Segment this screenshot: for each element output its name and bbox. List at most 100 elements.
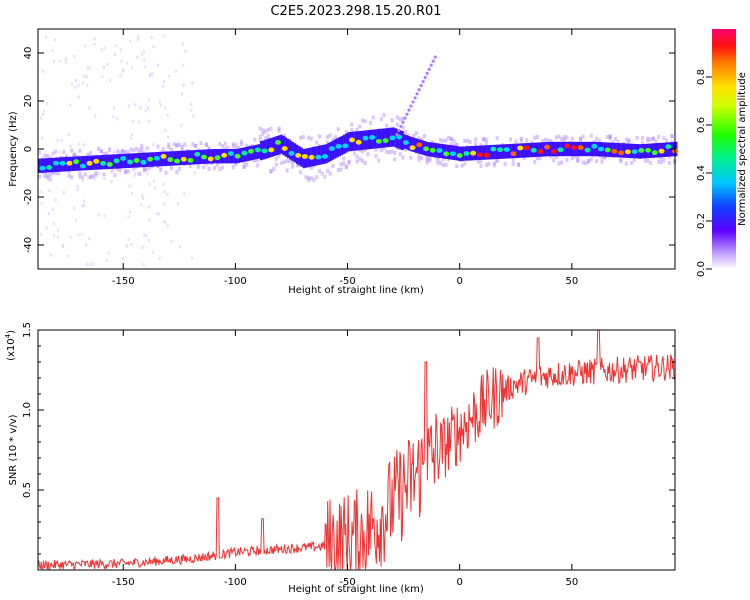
spectrogram-halo <box>535 134 539 139</box>
spectrogram-core <box>441 144 445 159</box>
spectrogram-blob <box>436 148 443 153</box>
spectrogram-halo <box>544 137 548 142</box>
spectrogram-speckle <box>166 224 169 228</box>
spectrogram-halo <box>366 152 370 157</box>
spectrogram-halo <box>164 170 168 175</box>
spectrogram-halo <box>662 136 666 141</box>
spectrogram-core <box>594 141 597 157</box>
spectrogram-halo <box>315 175 319 180</box>
spectrogram-speckle <box>60 139 63 143</box>
spectrogram-halo <box>169 147 173 152</box>
spectrogram-halo <box>167 142 171 147</box>
spectrogram-speckle <box>102 65 105 69</box>
spectrogram-speckle <box>167 135 170 139</box>
spectrogram-core <box>421 140 424 155</box>
spectrogram-speckle <box>151 251 154 255</box>
spectrogram-blob <box>497 147 504 153</box>
spectrogram-halo <box>492 163 496 168</box>
spectrogram-halo <box>530 140 534 145</box>
spectrogram-blob <box>194 151 201 157</box>
spectrogram-core <box>42 158 45 173</box>
spectrogram-halo <box>51 171 55 176</box>
spectrogram-halo <box>272 166 276 171</box>
spectrogram-halo <box>180 144 184 149</box>
spectrogram-halo <box>579 137 583 142</box>
snr-xtick-label: -150 <box>112 577 135 588</box>
spectrogram-speckle <box>147 205 150 209</box>
snr-ylabel: SNR (10 * v/v) <box>8 414 19 485</box>
spectrogram-halo <box>662 158 666 163</box>
spectrogram-halo <box>393 150 397 155</box>
spectrogram-halo <box>630 160 634 165</box>
spectrogram-core <box>325 144 328 164</box>
spec-xtick-label: -100 <box>224 276 247 287</box>
spectrogram-core <box>486 145 489 160</box>
spectrogram-blob <box>200 154 207 160</box>
spectrogram-halo <box>242 164 246 169</box>
spectrogram-speckle <box>86 83 89 87</box>
spectrogram-halo <box>274 156 278 161</box>
spectrogram-halo <box>377 158 381 163</box>
spectrogram-halo <box>245 143 249 148</box>
spectrogram-blob <box>483 152 490 158</box>
spectrogram-blob <box>315 154 322 160</box>
spectrogram-halo <box>134 146 138 151</box>
spectrogram-speckle <box>163 202 166 206</box>
spectrogram-core <box>443 144 447 159</box>
spectrogram-speckle <box>42 69 45 73</box>
spectrogram-blob <box>456 153 463 158</box>
spectrogram-streak <box>399 124 403 129</box>
spectrogram-blob <box>46 165 53 170</box>
spectrogram-core <box>38 158 41 173</box>
spectrogram-halo <box>484 141 488 146</box>
spectrogram-blob <box>517 145 524 151</box>
spectrogram-core <box>435 143 438 158</box>
spectrogram-speckle <box>139 106 142 110</box>
spectrogram-halo <box>350 122 354 127</box>
spectrogram-halo <box>479 159 483 164</box>
spectrogram-blob <box>160 153 167 159</box>
spectrogram-halo <box>331 137 335 142</box>
spectrogram-speckle <box>127 237 130 241</box>
spectrogram-speckle <box>182 63 185 67</box>
spectrogram-core <box>300 147 303 167</box>
spectrogram-halo <box>54 170 58 175</box>
spectrogram-speckle <box>109 78 112 82</box>
spectrogram-speckle <box>152 179 155 183</box>
spectrogram-core <box>360 130 364 150</box>
spectrogram-halo <box>226 146 230 151</box>
spectrogram-speckle <box>131 119 134 123</box>
spectrogram-streak <box>413 96 417 100</box>
spectrogram-halo <box>552 158 556 163</box>
spectrogram-halo <box>231 142 235 147</box>
spectrogram-core <box>383 128 386 148</box>
spectrogram-core <box>549 141 552 157</box>
spectrogram-core <box>212 149 216 164</box>
spectrogram-halo <box>126 169 130 174</box>
spectrogram-core <box>233 149 236 164</box>
spectrogram-speckle <box>54 38 57 42</box>
spectrogram-core <box>71 156 75 171</box>
spectrogram-core <box>273 136 276 156</box>
spectrogram-core <box>623 143 626 158</box>
spectrogram-halo <box>589 133 593 138</box>
spectrogram-halo <box>455 142 459 147</box>
spectrogram-halo <box>301 135 305 140</box>
spectrogram-marks <box>38 34 678 267</box>
spectrogram-halo <box>291 160 295 165</box>
spectrogram-halo <box>369 121 373 126</box>
spectrogram-blob <box>241 150 248 156</box>
spectrogram-blob <box>295 153 302 158</box>
spectrogram-core <box>85 155 88 171</box>
spectrogram-blob <box>449 151 456 157</box>
spectrogram-core <box>556 141 559 157</box>
spectrogram-core <box>82 155 86 171</box>
spectrogram-halo <box>414 131 418 136</box>
spectrogram-streak <box>431 59 435 63</box>
spectrogram-halo <box>207 167 211 172</box>
spectrogram-halo <box>269 126 273 131</box>
spectrogram-core <box>105 154 108 170</box>
spectrogram-blob <box>79 163 86 169</box>
spectrogram-speckle <box>98 171 101 175</box>
